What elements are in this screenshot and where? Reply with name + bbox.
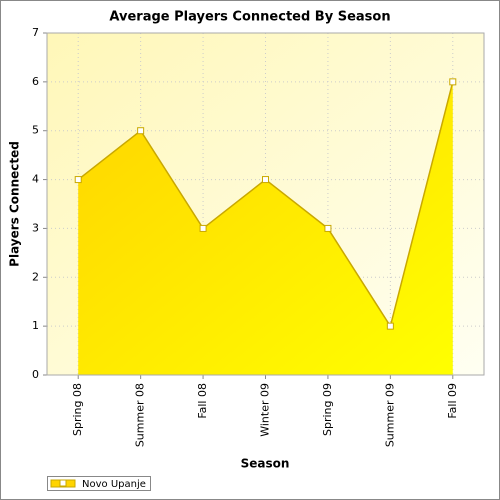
marker bbox=[199, 224, 207, 232]
marker bbox=[386, 322, 394, 330]
y-tick-label: 0 bbox=[32, 368, 39, 381]
marker bbox=[137, 127, 145, 135]
y-tick-label: 2 bbox=[32, 270, 39, 283]
legend-label: Novo Upanje bbox=[82, 479, 146, 490]
marker bbox=[324, 224, 332, 232]
x-axis-title: Season bbox=[241, 457, 290, 471]
legend-marker bbox=[59, 479, 67, 487]
marker bbox=[262, 176, 269, 184]
y-tick-label: 3 bbox=[32, 221, 39, 234]
x-tick-label: Summer 08 bbox=[134, 383, 147, 447]
chart-title: Average Players Connected By Season bbox=[109, 10, 390, 25]
legend: Novo Upanje bbox=[47, 476, 151, 491]
y-tick-label: 1 bbox=[32, 319, 39, 332]
x-tick-label: Summer 09 bbox=[383, 383, 396, 447]
y-tick-label: 6 bbox=[32, 75, 39, 88]
marker bbox=[449, 78, 457, 86]
x-tick-label: Fall 09 bbox=[446, 383, 459, 419]
x-tick-label: Spring 08 bbox=[71, 383, 84, 436]
y-tick-label: 7 bbox=[32, 26, 39, 39]
plot-frame bbox=[46, 32, 485, 376]
y-axis-title: Players Connected bbox=[8, 141, 22, 267]
area bbox=[78, 81, 453, 375]
x-tick-label: Spring 09 bbox=[321, 383, 334, 436]
x-tick-label: Winter 09 bbox=[259, 383, 272, 437]
x-tick-label: Fall 08 bbox=[196, 383, 209, 419]
y-tick-label: 5 bbox=[32, 124, 39, 137]
marker bbox=[74, 176, 82, 184]
y-tick-label: 4 bbox=[32, 173, 39, 186]
